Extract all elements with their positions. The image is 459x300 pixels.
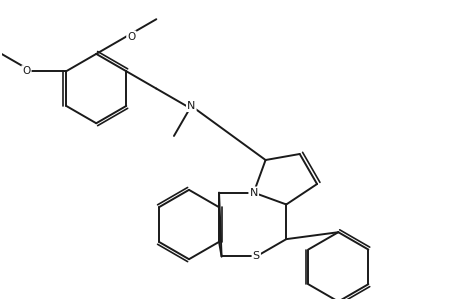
- Text: O: O: [127, 32, 135, 42]
- Text: O: O: [22, 66, 30, 76]
- Text: N: N: [249, 188, 257, 198]
- Text: N: N: [187, 101, 195, 111]
- Text: S: S: [252, 251, 259, 262]
